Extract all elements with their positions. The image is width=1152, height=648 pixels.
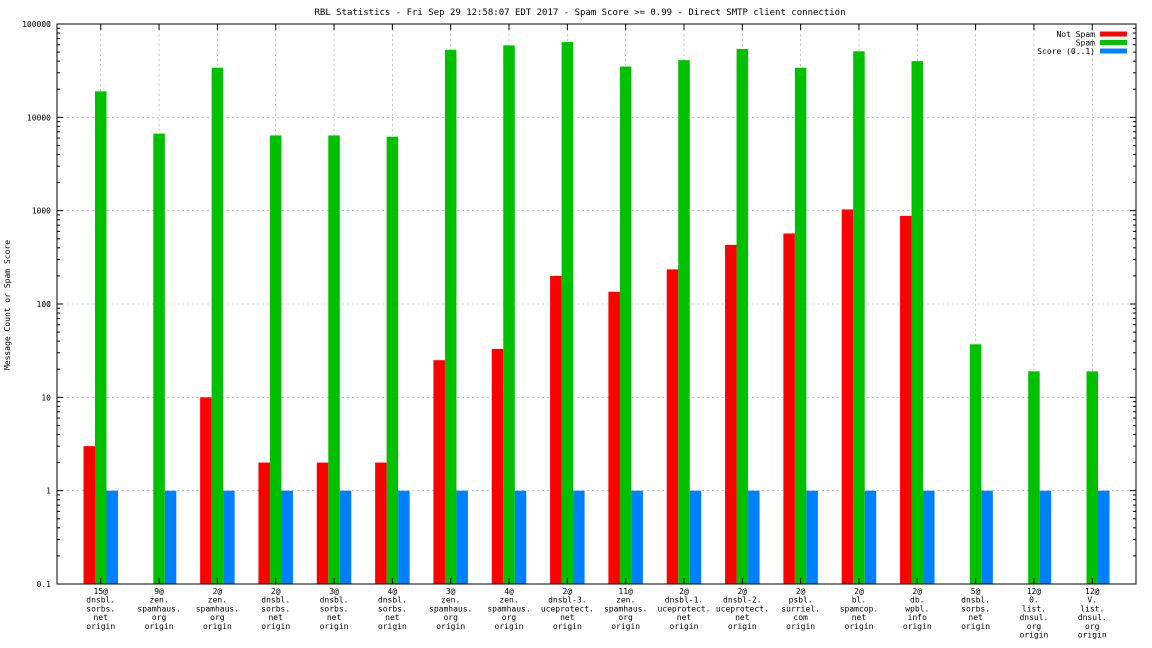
bar xyxy=(514,490,527,584)
plot-frame xyxy=(56,23,1137,585)
bar xyxy=(689,490,702,584)
bar xyxy=(433,360,445,584)
x-tick-label: 2@ dnsbl. sorbs. net origin xyxy=(261,587,290,631)
y-tick-label: 100000 xyxy=(22,20,51,29)
bar xyxy=(678,60,690,584)
bar xyxy=(561,42,574,585)
bar xyxy=(900,215,912,585)
y-tick-label: 1000 xyxy=(32,207,51,216)
bar xyxy=(1028,371,1040,584)
bar xyxy=(106,490,118,584)
legend-label: Spam xyxy=(1076,39,1095,48)
bar xyxy=(281,490,293,584)
bar xyxy=(806,490,818,584)
bar xyxy=(153,133,165,584)
bar xyxy=(725,244,737,584)
legend-swatch xyxy=(1100,40,1127,45)
bar xyxy=(573,490,585,584)
x-tick-label: 2@ db. wpbl. info origin xyxy=(903,587,932,631)
bar xyxy=(631,490,643,584)
x-tick-label: 11@ zen. spamhaus. org origin xyxy=(604,587,647,631)
x-tick-label: 2@ dnsbl-2. uceprotect. net origin xyxy=(716,587,769,631)
legend-label: Not Spam xyxy=(1056,30,1095,39)
bar xyxy=(864,490,877,584)
x-tick-label: 2@ zen. spamhaus. org origin xyxy=(196,587,239,631)
bar xyxy=(666,269,679,584)
y-tick-label: 10 xyxy=(41,393,51,402)
x-tick-label: 12@ 0. list. dnsul. org origin xyxy=(1019,587,1048,640)
y-tick-label: 10000 xyxy=(27,113,51,122)
bar xyxy=(339,490,352,584)
bar xyxy=(316,462,329,584)
bar xyxy=(328,135,340,584)
y-axis-label: Message Count or Spam Score xyxy=(3,240,12,370)
bar xyxy=(783,233,795,585)
chart-title: RBL Statistics - Fri Sep 29 12:58:07 EDT… xyxy=(314,8,845,18)
bar xyxy=(911,61,924,585)
bar xyxy=(375,462,387,584)
legend-swatch xyxy=(1100,48,1127,54)
bar xyxy=(211,67,224,584)
bar xyxy=(398,490,410,584)
bar xyxy=(853,51,865,584)
bar xyxy=(550,275,562,584)
bar xyxy=(269,135,282,584)
legend-label: Score (0..1) xyxy=(1037,47,1095,56)
x-tick-label: 2@ bl. spamcop. net origin xyxy=(840,587,879,631)
legend-swatch xyxy=(1100,31,1127,37)
bar xyxy=(619,66,632,584)
x-tick-label: 4@ zen. spamhaus. org origin xyxy=(487,587,530,631)
bar xyxy=(444,49,457,584)
bar xyxy=(94,91,107,584)
bars xyxy=(83,42,1110,585)
bar xyxy=(794,67,807,584)
bar xyxy=(223,490,235,584)
x-tick-label: 2@ psbl. surriel. com origin xyxy=(781,587,820,631)
y-tick-label: 1 xyxy=(46,487,51,496)
bar xyxy=(83,446,95,584)
bar xyxy=(969,344,982,584)
y-tick-label: 0.1 xyxy=(37,580,52,589)
bar xyxy=(748,490,760,584)
bar xyxy=(1086,371,1099,584)
x-tick-label: 9@ zen. spamhaus. org origin xyxy=(137,587,180,631)
bar xyxy=(608,291,620,584)
y-tick-label: 100 xyxy=(37,300,52,309)
bar xyxy=(200,397,212,584)
bar xyxy=(164,490,177,584)
bar xyxy=(491,348,504,584)
x-tick-label: 2@ dnsbl-3. uceprotect. net origin xyxy=(541,587,594,631)
bar xyxy=(456,490,468,584)
bar xyxy=(258,462,270,584)
x-tick-label: 5@ dnsbl. sorbs. net origin xyxy=(961,587,990,631)
bar xyxy=(386,136,399,584)
x-tick-label: 15@ dnsbl. sorbs. net origin xyxy=(86,587,115,631)
x-tick-label: 3@ zen. spamhaus. org origin xyxy=(429,587,472,631)
x-tick-label: 2@ dnsbl-1. uceprotect. net origin xyxy=(657,587,710,631)
bar xyxy=(981,490,993,584)
bar xyxy=(923,490,935,584)
x-tick-label: 4@ dnsbl. sorbs. net origin xyxy=(378,587,407,631)
bar xyxy=(1039,490,1052,584)
bar xyxy=(841,209,854,585)
x-tick-label: 3@ dnsbl. sorbs. net origin xyxy=(320,587,349,631)
x-tick-label: 12@ V. list. dnsul. org origin xyxy=(1078,587,1107,640)
bar xyxy=(736,48,749,585)
bar xyxy=(503,45,515,584)
axes: 0.1 1 10 100 1000 10000 100000 15@ dnsbl. sorbs. n… xyxy=(22,20,1137,640)
bar xyxy=(1098,490,1110,584)
